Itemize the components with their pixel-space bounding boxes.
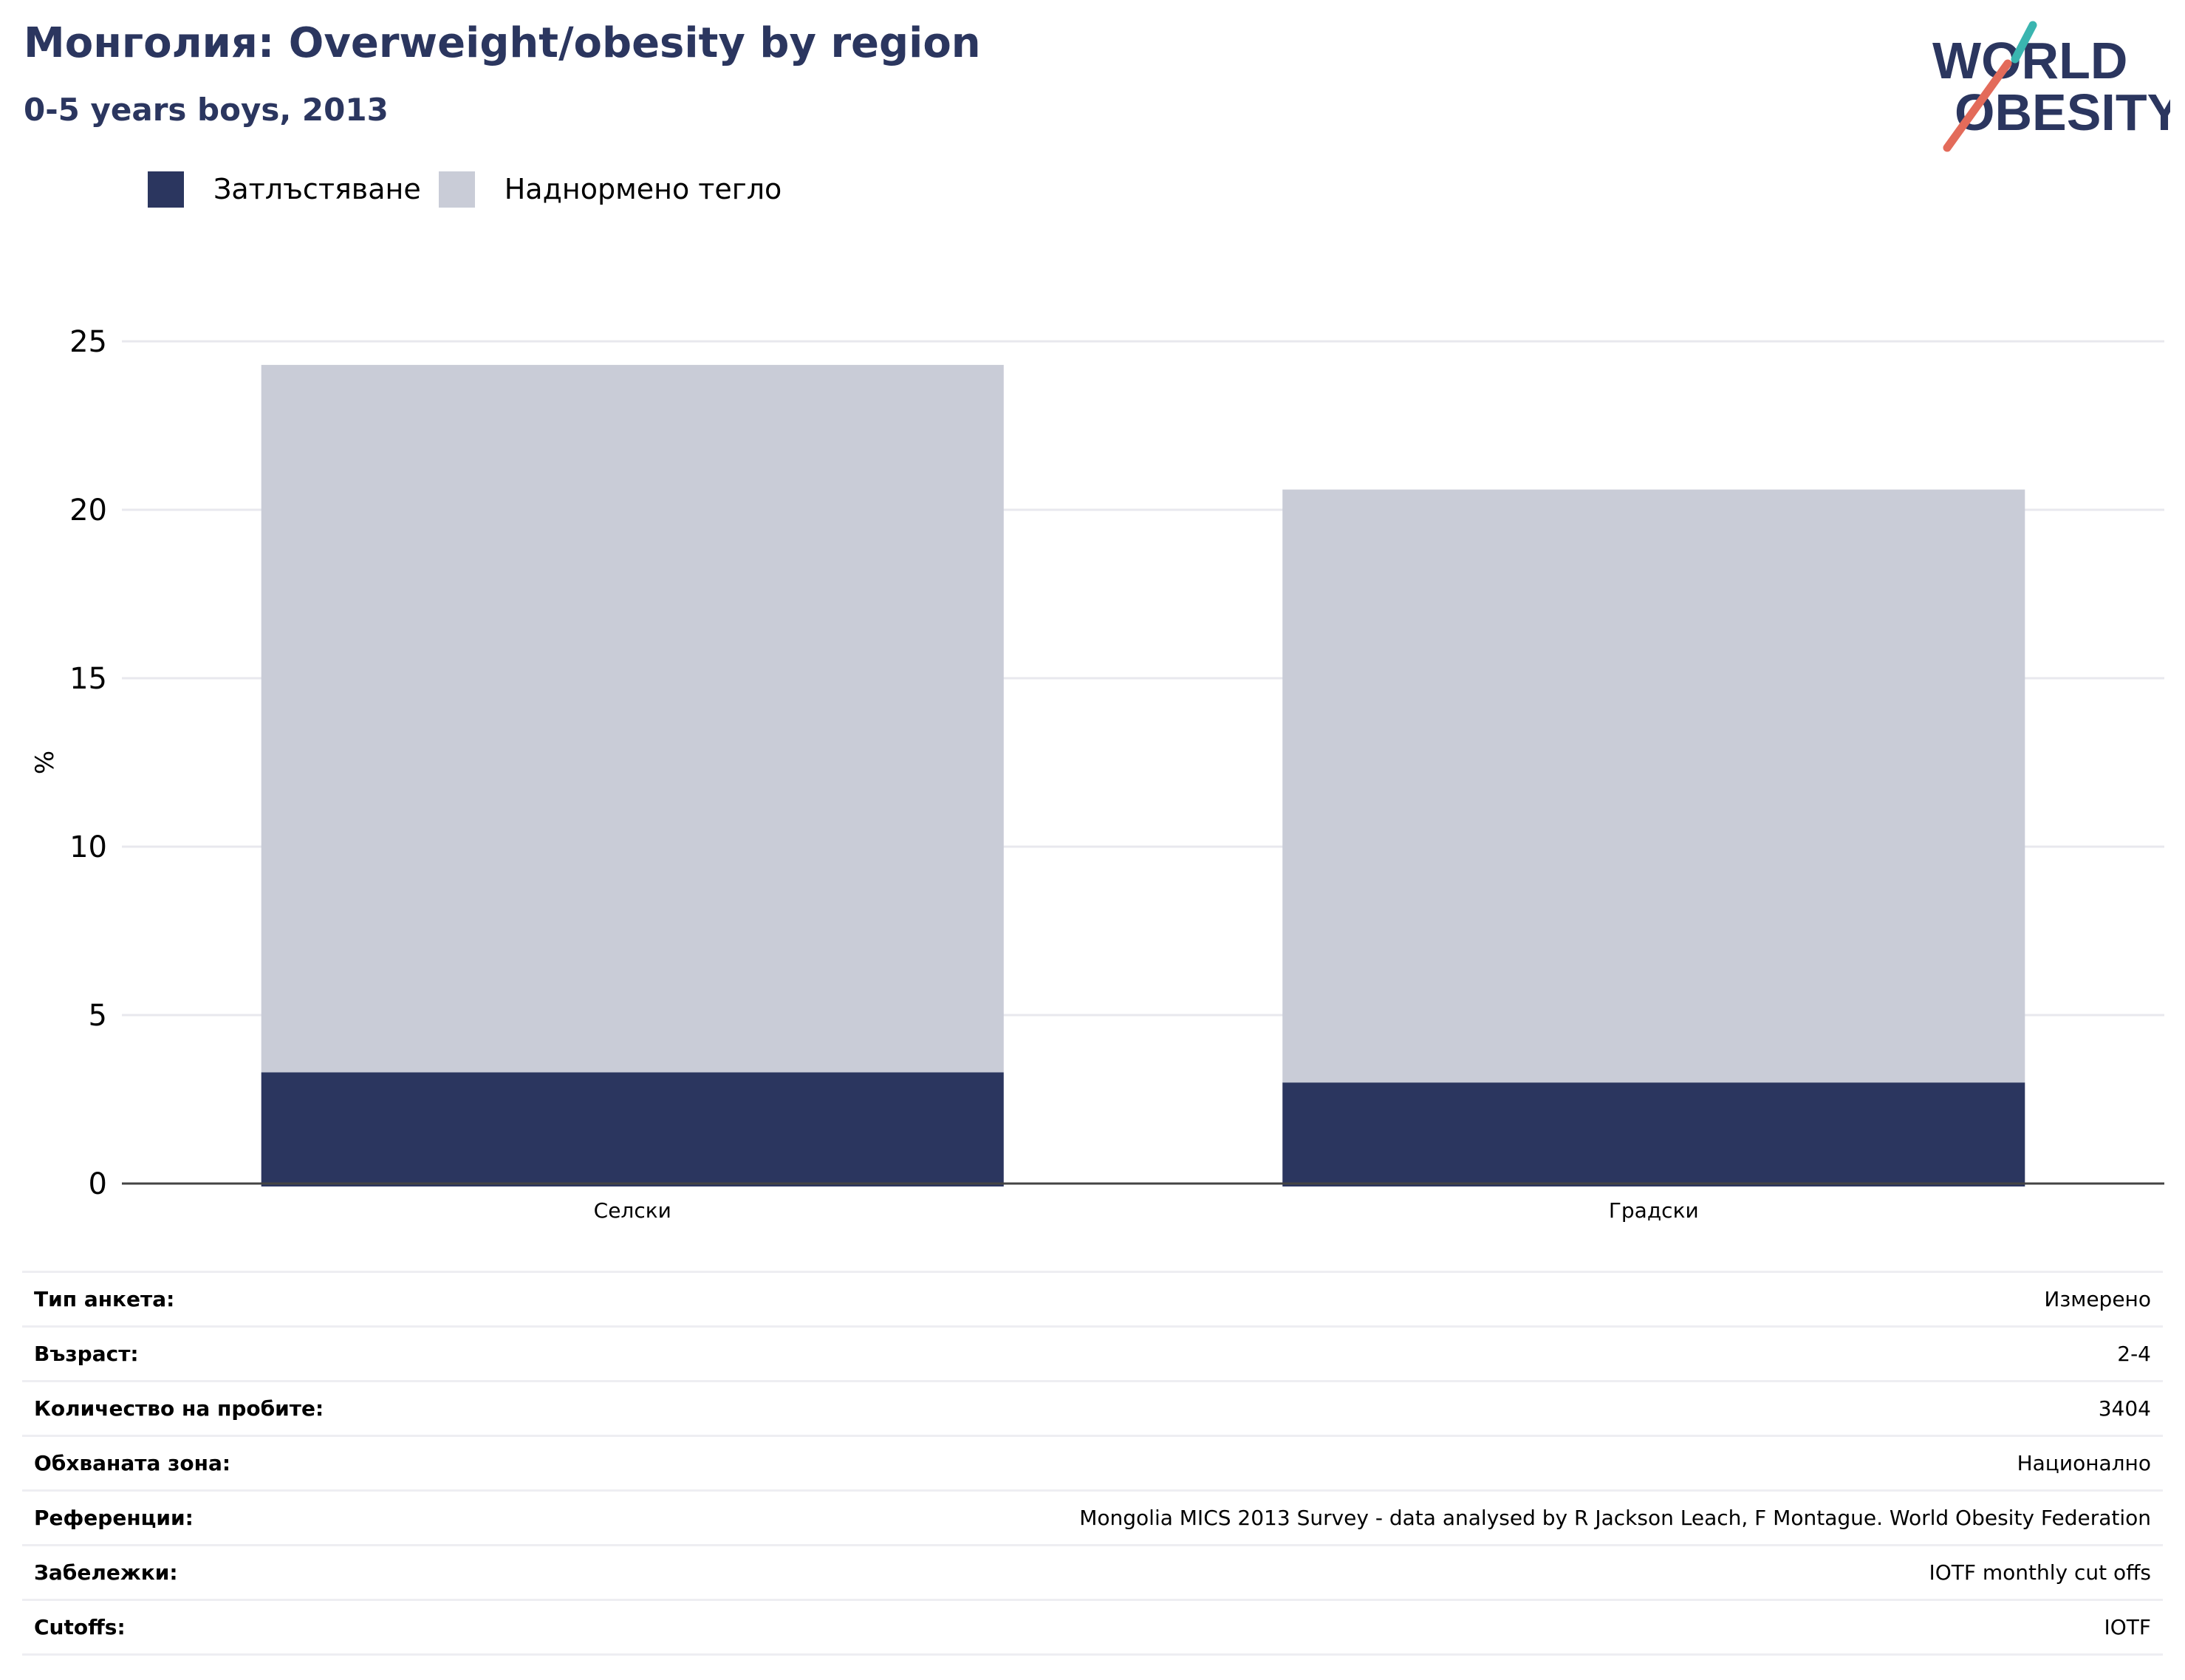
info-value: IOTF monthly cut offs [498, 1544, 2163, 1600]
bar-segment-overweight[interactable] [1282, 489, 2025, 1083]
y-tick-label: 0 [89, 1167, 107, 1201]
info-value: Измерено [498, 1271, 2163, 1327]
bar-segment-obesity[interactable] [261, 1072, 1004, 1186]
chart-legend: Затлъстяване Наднормено тегло [148, 170, 799, 208]
logo-accent-teal [2011, 21, 2037, 64]
info-row: Възраст: 2-4 [22, 1325, 2163, 1382]
logo-text-world: WORLD [1932, 32, 2127, 89]
y-axis-label: % [30, 751, 60, 774]
legend-swatch-overweight [438, 171, 475, 208]
info-label: Възраст: [22, 1325, 499, 1382]
info-row: Обхваната зона: Национално [22, 1435, 2163, 1491]
info-label: Cutoffs: [22, 1599, 499, 1656]
info-label: Обхваната зона: [22, 1435, 499, 1491]
y-tick-label: 5 [89, 999, 107, 1033]
info-row: Количество на пробите: 3404 [22, 1380, 2163, 1436]
logo-accent-red [1943, 59, 2012, 152]
y-tick-label: 20 [69, 494, 107, 527]
legend-item-overweight[interactable]: Наднормено тегло [438, 171, 782, 208]
bar-segment-obesity[interactable] [1282, 1082, 2025, 1186]
legend-label-obesity: Затлъстяване [213, 173, 421, 205]
legend-swatch-obesity [148, 171, 184, 208]
y-tick-label: 10 [69, 830, 107, 864]
info-row: Тип анкета: Измерено [22, 1271, 2163, 1327]
x-tick-label: Селски [594, 1198, 671, 1223]
info-value: Национално [498, 1435, 2163, 1491]
y-tick-label: 15 [69, 662, 107, 696]
info-label: Референции: [22, 1489, 499, 1546]
info-value: Mongolia MICS 2013 Survey - data analyse… [498, 1489, 2163, 1546]
bar-segment-overweight[interactable] [261, 364, 1004, 1073]
stacked-bar-chart: 0 5 10 15 20 25% Селски Градски [30, 325, 2164, 1223]
y-tick-label: 25 [69, 325, 107, 359]
world-obesity-logo: WORLD OBESITY [1932, 21, 2170, 152]
chart-subtitle: 0-5 years boys, 2013 [24, 92, 389, 128]
info-row: Забележки: IOTF monthly cut offs [22, 1544, 2163, 1600]
legend-item-obesity[interactable]: Затлъстяване [148, 171, 421, 208]
legend-label-overweight: Наднормено тегло [504, 173, 782, 205]
info-label: Количество на пробите: [22, 1380, 499, 1436]
chart-title: Монголия: Overweight/obesity by region [24, 19, 981, 67]
info-value: 3404 [498, 1380, 2163, 1436]
info-value: 2-4 [498, 1325, 2163, 1382]
info-label: Забележки: [22, 1544, 499, 1600]
survey-info-table: Тип анкета: Измерено Възраст: 2-4 Количество… [22, 1271, 2163, 1656]
info-label: Тип анкета: [22, 1271, 499, 1327]
info-row: Референции: Mongolia MICS 2013 Survey - d… [22, 1489, 2163, 1546]
info-row: Cutoffs: IOTF [22, 1599, 2163, 1656]
x-tick-label: Градски [1609, 1198, 1699, 1223]
info-value: IOTF [498, 1599, 2163, 1656]
